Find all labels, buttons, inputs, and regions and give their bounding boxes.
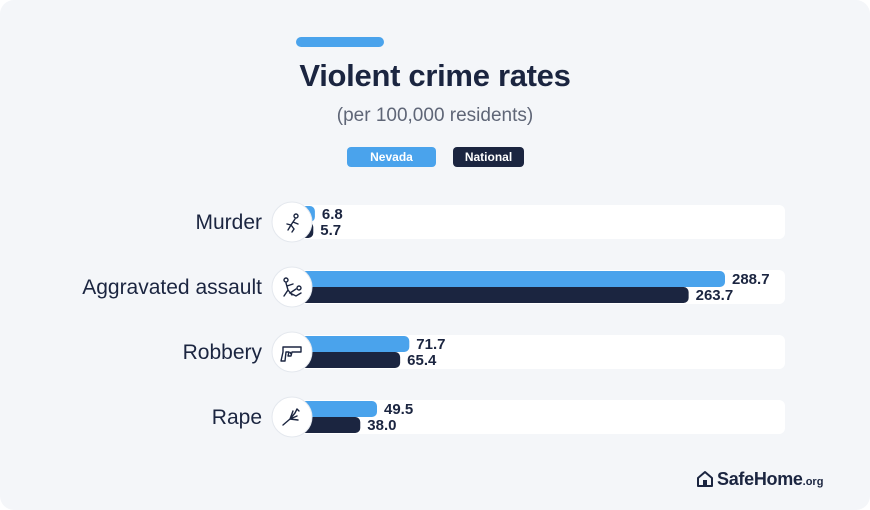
value-label: 5.7 bbox=[320, 222, 341, 239]
bar-track bbox=[290, 400, 785, 434]
bar-nevada bbox=[295, 271, 725, 287]
value-label: 38.0 bbox=[367, 417, 396, 434]
icon-circle bbox=[271, 266, 313, 308]
bar-track bbox=[290, 335, 785, 369]
value-label: 49.5 bbox=[384, 401, 413, 418]
category-label: Murder bbox=[195, 211, 262, 234]
bar-track bbox=[290, 205, 785, 239]
running-figure-icon bbox=[286, 213, 299, 233]
logo-text: SafeHome bbox=[717, 468, 803, 489]
handgun-icon bbox=[280, 346, 302, 362]
chart-subtitle: (per 100,000 residents) bbox=[336, 105, 534, 126]
value-label: 6.8 bbox=[322, 206, 343, 223]
bar-nevada bbox=[295, 336, 410, 352]
icon-circle bbox=[271, 201, 313, 243]
bar-national bbox=[295, 287, 689, 303]
assault-icon bbox=[283, 277, 302, 297]
safehome-logo: SafeHome .org bbox=[696, 468, 823, 490]
bar-nevada bbox=[295, 401, 378, 417]
value-label: 288.7 bbox=[732, 271, 770, 288]
category-label: Aggravated assault bbox=[82, 276, 262, 299]
house-icon bbox=[697, 471, 713, 487]
value-label: 263.7 bbox=[696, 287, 734, 304]
legend-nevada: Nevada bbox=[347, 147, 436, 167]
category-label: Robbery bbox=[183, 341, 263, 364]
chart-title: Violent crime rates bbox=[299, 58, 571, 93]
accent-bar bbox=[296, 37, 384, 47]
legend-national: National bbox=[453, 147, 524, 167]
value-label: 71.7 bbox=[416, 336, 445, 353]
category-label: Rape bbox=[212, 406, 262, 429]
grabbing-hand-icon bbox=[282, 408, 300, 426]
bar-national bbox=[295, 352, 401, 368]
logo-suffix: .org bbox=[802, 475, 824, 488]
value-label: 65.4 bbox=[407, 352, 437, 369]
